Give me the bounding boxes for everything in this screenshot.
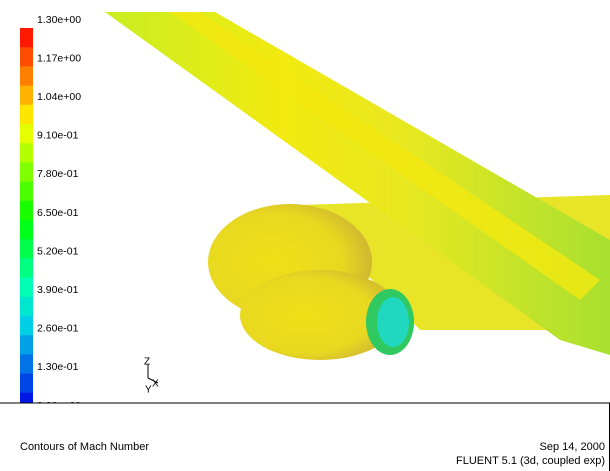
geometry [105, 12, 610, 360]
colorbar-swatch [20, 182, 33, 202]
colorbar-label: 1.04e+00 [37, 91, 81, 103]
colorbar-swatch [20, 335, 33, 355]
inlet [377, 297, 409, 347]
x-label: X [152, 379, 159, 390]
colorbar-label: 1.30e+00 [37, 14, 81, 26]
colorbar-swatch [20, 47, 33, 67]
colorbar-swatch [20, 297, 33, 317]
colorbar-label: 6.50e-01 [37, 207, 79, 219]
axis-triad: Z X Y [144, 357, 159, 396]
colorbar-swatch [20, 28, 33, 48]
colorbar-label: 5.20e-01 [37, 245, 79, 257]
colorbar: 1.30e+00 1.17e+00 1.04e+00 9.10e-01 7.80e-01… [20, 14, 81, 413]
fluent-screenshot: 1.30e+00 1.17e+00 1.04e+00 9.10e-01 7.80e-01… [0, 0, 610, 471]
colorbar-label: 2.60e-01 [37, 323, 79, 335]
colorbar-swatch [20, 143, 33, 163]
colorbar-swatch [20, 316, 33, 336]
colorbar-swatch [20, 105, 33, 125]
colorbar-swatch [20, 124, 33, 144]
colorbar-swatch [20, 220, 33, 240]
colorbar-label: 1.17e+00 [37, 52, 81, 64]
colorbar-swatch [20, 162, 33, 182]
colorbar-label: 7.80e-01 [37, 168, 79, 180]
footer-title: Contours of Mach Number [20, 441, 149, 453]
colorbar-swatch [20, 258, 33, 278]
colorbar-swatch [20, 374, 33, 394]
colorbar-label: 3.90e-01 [37, 284, 79, 296]
colorbar-label: 9.10e-01 [37, 130, 79, 142]
y-label: Y [145, 385, 152, 396]
colorbar-label: 1.30e-01 [37, 361, 79, 373]
footer-solver: FLUENT 5.1 (3d, coupled exp) [456, 455, 605, 467]
footer-date: Sep 14, 2000 [540, 441, 605, 453]
colorbar-swatch [20, 354, 33, 374]
z-label: Z [144, 357, 150, 368]
colorbar-swatch [20, 66, 33, 86]
colorbar-swatch [20, 86, 33, 106]
colorbar-swatch [20, 278, 33, 298]
colorbar-swatch [20, 201, 33, 221]
colorbar-swatch [20, 239, 33, 259]
